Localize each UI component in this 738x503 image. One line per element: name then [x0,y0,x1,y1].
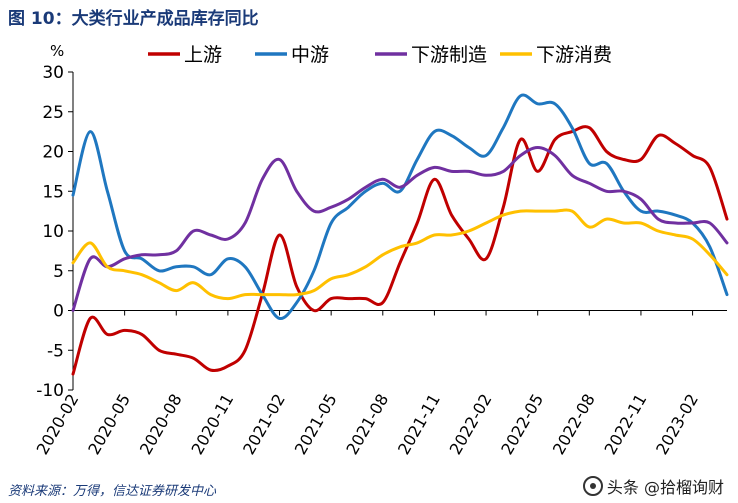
legend-label: 下游制造 [411,44,487,66]
y-tick-label: 30 [42,63,64,83]
legend-label: 中游 [291,44,329,66]
series-line-4 [71,208,729,301]
x-tick-label: 2020-11 [187,391,237,458]
x-tick-label: 2020-08 [136,391,186,458]
legend-label: 下游消费 [536,44,612,66]
source-note: 资料来源：万得，信达证券研发中心 [8,484,217,499]
series-line-1 [71,125,729,376]
x-tick-label: 2021-08 [342,391,392,458]
y-tick-label: 0 [53,302,64,322]
y-tick-label: 20 [42,143,64,163]
y-tick-label: 5 [53,262,64,282]
x-tick-label: 2020-05 [84,391,134,458]
x-tick-label: 2021-02 [239,391,289,458]
y-tick-label: 25 [42,103,64,123]
series-line-3 [71,146,729,312]
x-tick-label: 2021-05 [291,391,341,458]
legend-label: 上游 [184,44,222,66]
legend: 上游 中游 下游制造 下游消费 [148,44,612,66]
watermark: 头条 @拾榴询财 [582,474,724,498]
x-tick-label: 2022-05 [497,391,547,458]
x-tick-label: 2022-02 [446,390,496,457]
y-tick-label: 10 [42,222,64,242]
x-tick-label: 2021-11 [394,391,444,458]
watermark-logo-icon [582,476,603,496]
series-line-2 [71,93,729,320]
series-layer [71,93,729,376]
x-tick-label: 2022-08 [549,391,599,458]
y-axis-unit-label: % [50,42,64,60]
y-tick-label: -10 [36,381,64,401]
x-tick-label: 2022-11 [601,391,651,458]
y-tick-label: -5 [47,341,64,361]
figure-title: 图 10：大类行业产成品库存同比 [8,9,259,29]
watermark-text: 头条 @拾榴询财 [606,478,724,497]
y-tick-label: 15 [42,182,64,202]
x-tick-label: 2023-02 [652,391,702,458]
